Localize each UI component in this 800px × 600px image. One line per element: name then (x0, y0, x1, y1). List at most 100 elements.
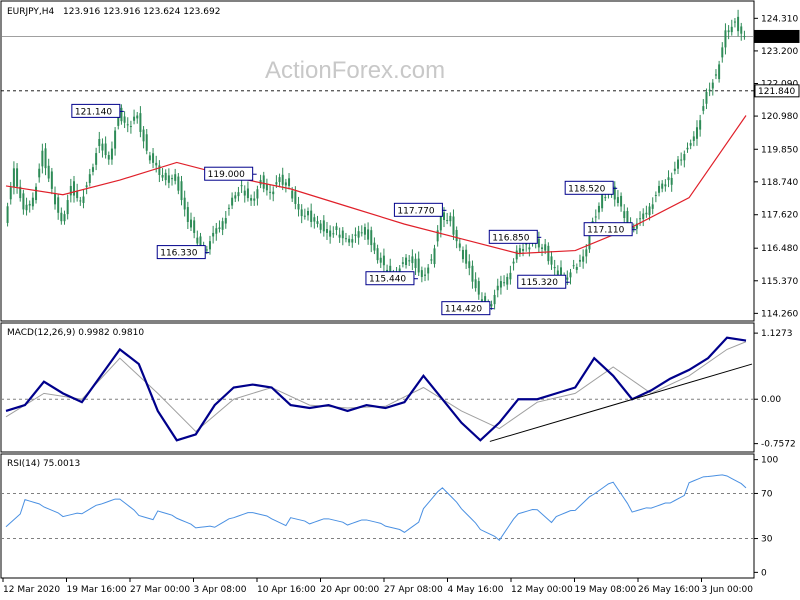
candle-body (199, 236, 202, 248)
candle-body (183, 197, 186, 210)
rsi-line (5, 474, 747, 541)
candle-body (28, 203, 31, 206)
candle-body (313, 217, 316, 222)
candle-body (455, 229, 458, 242)
candle-body (41, 150, 44, 167)
candle-body (642, 213, 645, 220)
candle-body (227, 207, 230, 209)
swing-label: 117.110 (587, 226, 624, 236)
candle-body (509, 272, 512, 280)
macd-title: MACD(12,26,9) 0.9982 0.9810 (7, 328, 144, 338)
candle-body (594, 216, 597, 218)
candle-body (152, 153, 155, 163)
candle-body (250, 198, 253, 201)
candle-body (155, 162, 158, 166)
candle-body (262, 175, 265, 189)
swing-label-box (393, 202, 443, 217)
time-tick-label: 19 May 08:00 (575, 585, 637, 595)
candle-body (458, 243, 461, 248)
candle-body (620, 195, 623, 207)
candle-body (240, 185, 243, 187)
candle-body (477, 281, 480, 295)
candle-body (310, 210, 313, 222)
candle-body (57, 197, 60, 213)
candle-body (123, 116, 126, 123)
candle-body (363, 227, 366, 235)
price-tick-label: 118.740 (761, 178, 798, 188)
candle-body (430, 259, 433, 261)
candle-body (433, 248, 436, 265)
candle-body (91, 167, 94, 172)
candle-body (212, 232, 215, 237)
candle-body (246, 188, 249, 199)
candle-body (126, 124, 129, 126)
candle-body (376, 248, 379, 261)
candle-body (231, 197, 234, 206)
candle-body (373, 242, 376, 251)
candle-body (164, 172, 167, 181)
candle-body (702, 106, 705, 111)
candle-body (585, 249, 588, 257)
candle-body (439, 212, 442, 231)
candle-body (66, 200, 69, 215)
time-tick-label: 10 Apr 16:00 (257, 585, 316, 595)
candle-body (88, 174, 91, 184)
candle-body (541, 247, 544, 249)
candle-body (714, 74, 717, 76)
candle-body (401, 262, 404, 264)
candle-body (708, 89, 711, 91)
price-panel[interactable] (0, 0, 755, 322)
candle-body (161, 174, 164, 178)
ohlc-values: 123.916 123.916 123.624 123.692 (63, 7, 220, 17)
candle-body (566, 277, 569, 280)
candle-body (275, 182, 278, 185)
candle-body (47, 165, 50, 179)
candle-body (471, 265, 474, 282)
swing-labels: 121.140 119.000 116.330 117.770 115.440 114.4… (71, 103, 637, 316)
rsi-tick-label: 0 (761, 568, 767, 578)
candle-body (414, 258, 417, 268)
macd-trendline (489, 363, 753, 442)
swing-label: 115.320 (521, 278, 558, 288)
candle-body (449, 215, 452, 222)
candle-body (19, 186, 22, 199)
candle-body (278, 177, 281, 183)
price-tick-label: 120.980 (761, 112, 798, 122)
candle-body (436, 230, 439, 242)
candle-body (654, 194, 657, 196)
candle-body (186, 207, 189, 222)
candle-body (25, 204, 28, 211)
rsi-tick-label: 70 (761, 489, 773, 499)
candle-body (493, 294, 496, 305)
macd-tick-label: 1.1273 (761, 329, 793, 339)
candle-body (661, 183, 664, 189)
candle-body (344, 238, 347, 240)
candle-body (101, 143, 104, 151)
candle-body (256, 189, 259, 199)
candle-body (158, 165, 161, 175)
candle-body (616, 197, 619, 203)
candle-body (31, 197, 34, 207)
candle-body (582, 256, 585, 262)
candle-body (499, 281, 502, 288)
swing-label-box (441, 301, 491, 316)
candle-body (528, 247, 531, 250)
candle-body (664, 184, 667, 187)
candle-body (544, 244, 547, 251)
rsi-panel[interactable] (0, 453, 755, 579)
candle-body (208, 241, 211, 250)
candle-body (329, 230, 332, 237)
candle-body (354, 234, 357, 236)
candle-body (658, 185, 661, 193)
candle-body (604, 197, 607, 199)
candle-body (408, 260, 411, 262)
candle-body (490, 304, 493, 307)
candle-body (572, 265, 575, 267)
macd-panel[interactable] (0, 322, 755, 453)
candle-body (452, 216, 455, 235)
candle-body (411, 256, 414, 264)
candle-body (171, 178, 174, 180)
candle-body (98, 138, 101, 147)
level-box (754, 29, 800, 43)
